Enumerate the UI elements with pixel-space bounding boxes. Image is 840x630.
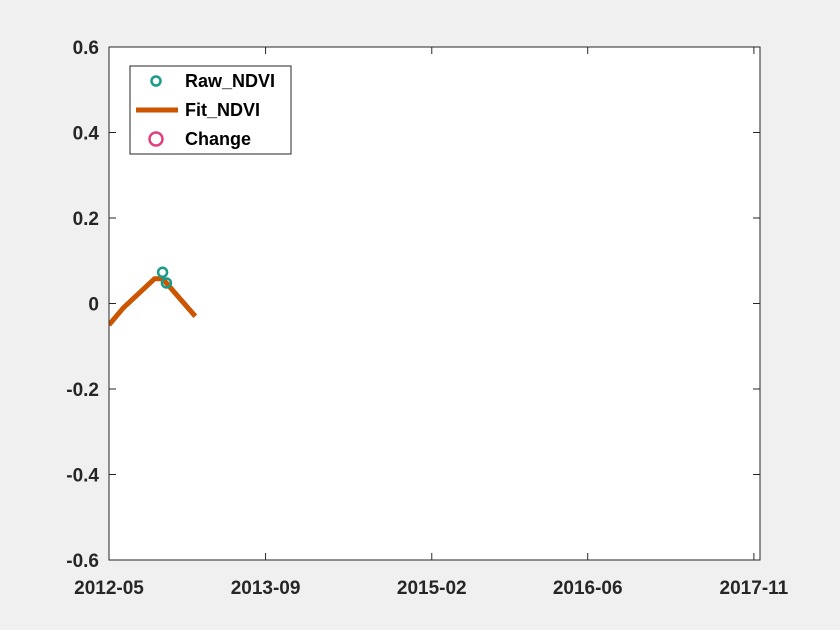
x-tick-label: 2017-11 <box>720 578 789 599</box>
legend-entry-label: Raw_NDVI <box>185 71 275 91</box>
y-tick-label: 0.6 <box>73 38 99 59</box>
data-point-raw-ndvi <box>160 277 173 289</box>
series-line-fit-ndvi <box>109 276 198 327</box>
data-marks <box>109 266 198 327</box>
y-tick-label: 0.2 <box>73 209 99 230</box>
axis-ticks: 2012-05 2013-09 2015-02 2016-06 2017-11 -0.6 -… <box>66 38 788 599</box>
y-tick-label: 0 <box>88 295 99 316</box>
y-tick-label: 0.4 <box>73 124 100 145</box>
legend-swatch-marker <box>148 131 164 147</box>
y-tick-label: -0.2 <box>66 380 99 401</box>
data-point-raw-ndvi <box>156 266 169 279</box>
legend-swatch-marker <box>150 75 162 87</box>
y-tick-label: -0.6 <box>66 551 99 572</box>
x-tick-label: 2016-06 <box>553 578 623 599</box>
y-tick-label: -0.4 <box>66 466 99 487</box>
x-tick-label: 2013-09 <box>231 578 301 599</box>
legend-entry-label: Change <box>185 129 251 149</box>
x-tick-label: 2015-02 <box>397 578 467 599</box>
legend-entry-label: Fit_NDVI <box>185 100 260 120</box>
legend: Raw_NDVI Fit_NDVI Change <box>129 65 292 155</box>
x-tick-label: 2012-05 <box>74 578 144 599</box>
